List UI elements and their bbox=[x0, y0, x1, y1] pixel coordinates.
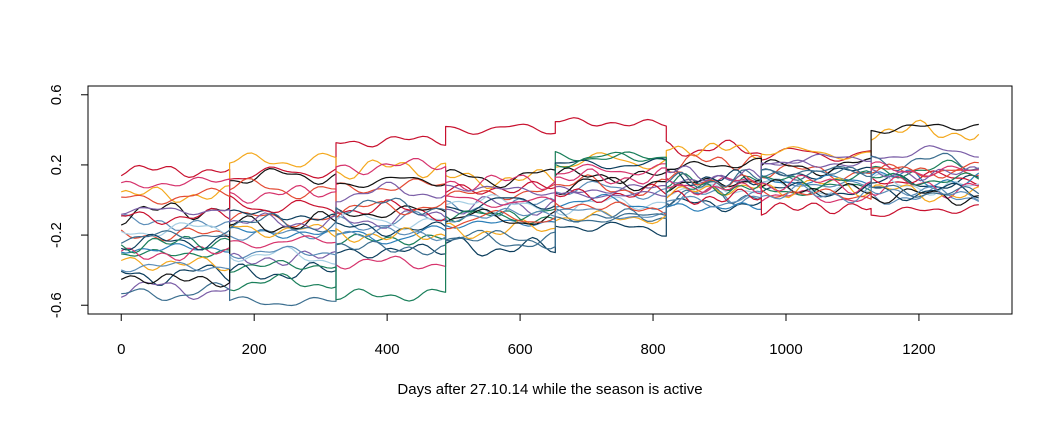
y-tick-label: -0.2 bbox=[48, 222, 65, 248]
series-line bbox=[120, 183, 980, 273]
series-line bbox=[121, 119, 980, 203]
x-axis-title: Days after 27.10.14 while the season is … bbox=[397, 381, 702, 398]
y-axis: -0.6 -0.2 0.2 0.6 bbox=[48, 84, 89, 318]
x-tick-label: 400 bbox=[375, 341, 400, 358]
x-tick-label: 1000 bbox=[769, 341, 802, 358]
y-tick-label: 0.6 bbox=[48, 84, 65, 105]
x-tick-label: 0 bbox=[117, 341, 125, 358]
series-line bbox=[120, 165, 980, 250]
x-tick-label: 800 bbox=[641, 341, 666, 358]
y-tick-label: 0.2 bbox=[48, 154, 65, 175]
y-tick-label: -0.6 bbox=[48, 292, 65, 318]
x-tick-label: 600 bbox=[508, 341, 533, 358]
x-tick-label: 1200 bbox=[902, 341, 935, 358]
series-line bbox=[121, 158, 979, 208]
series-line bbox=[120, 117, 980, 186]
series-line bbox=[121, 161, 979, 230]
x-tick-label: 200 bbox=[242, 341, 267, 358]
x-axis: 0 200 400 600 800 1000 1200 bbox=[117, 313, 936, 358]
series-layer bbox=[120, 117, 980, 307]
